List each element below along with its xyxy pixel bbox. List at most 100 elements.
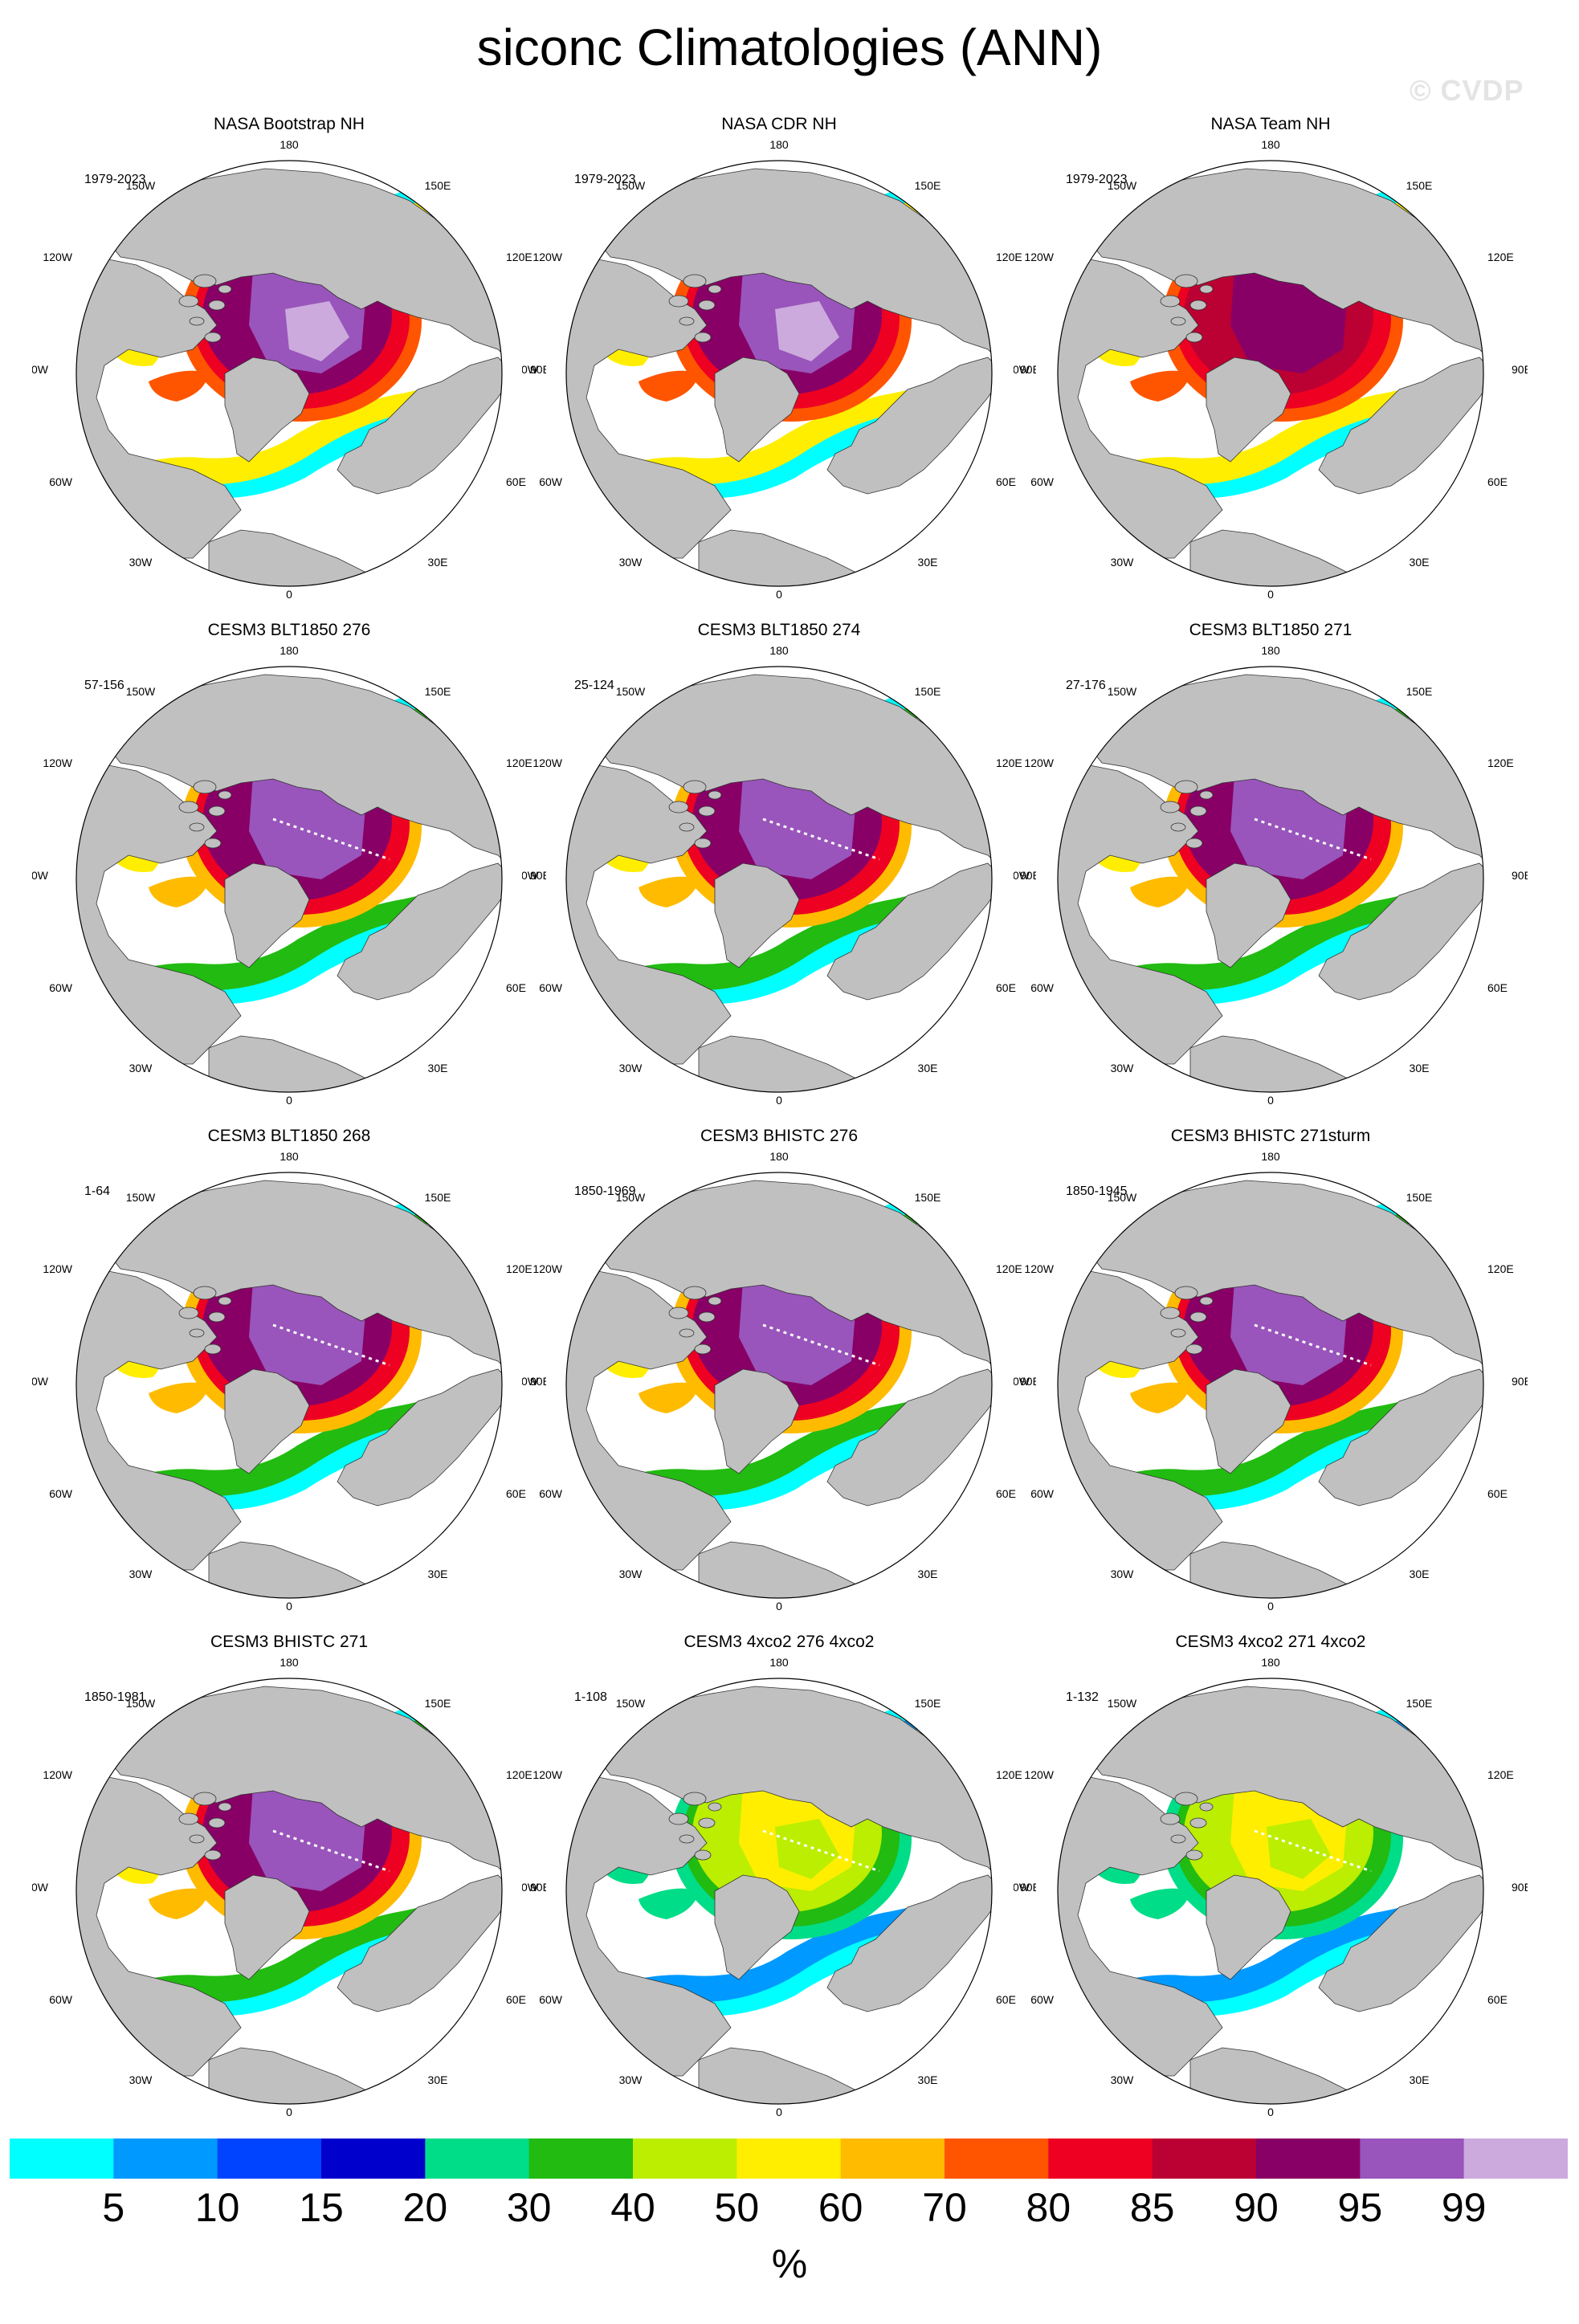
longitude-label: 150E [915,1191,941,1204]
longitude-label: 120E [996,251,1022,263]
panel-years: 1979-2023 [84,173,146,186]
longitude-label: 0 [776,588,782,601]
longitude-label: 60E [1487,475,1508,488]
longitude-label: 120W [532,1262,562,1275]
longitude-label: 30W [129,1062,153,1074]
longitude-label: 90W [1014,1375,1030,1388]
panel-title: CESM3 BHISTC 276 [700,1127,859,1145]
polar-map: 180 150E 120E 90E 60E 30E 0 30W 60W 90W 120W 150W [522,1656,1036,2118]
longitude-label: 150E [1406,1191,1433,1204]
longitude-label: 60E [996,981,1016,994]
longitude-label: 30E [428,1062,448,1074]
longitude-label: 30W [1111,556,1135,569]
longitude-label: 30W [129,556,153,569]
longitude-label: 30W [1111,1568,1135,1580]
longitude-label: 60W [1030,1487,1055,1500]
colorbar-swatch [528,2138,634,2179]
map-panel: NASA Team NH 1979-2023 180 150E 120E 90E 60E 30… [1014,108,1528,606]
cvdp-watermark: © CVDP [1410,74,1524,107]
longitude-label: 60W [1030,475,1055,488]
colorbar-tick-label: 70 [922,2185,967,2230]
longitude-label: 60W [1030,1993,1055,2006]
longitude-label: 0 [776,1094,782,1107]
longitude-label: 120E [996,1768,1022,1781]
longitude-label: 60E [506,1993,526,2006]
figure-title: siconc Climatologies (ANN) [476,18,1103,76]
longitude-label: 180 [279,1656,299,1669]
longitude-label: 120W [43,756,72,769]
land-masses [76,1180,502,1598]
colorbar-units: % [771,2241,808,2286]
longitude-label: 150W [1108,685,1137,698]
longitude-label: 0 [286,2106,292,2118]
longitude-label: 120W [1024,1262,1054,1275]
longitude-label: 90W [522,1881,539,1894]
longitude-label: 120E [1487,1262,1514,1275]
longitude-label: 0 [776,1600,782,1613]
colorbar-tick-label: 90 [1234,2185,1279,2230]
colorbar-tick-label: 99 [1441,2185,1487,2230]
longitude-label: 0 [776,2106,782,2118]
land-masses [1058,674,1483,1092]
longitude-label: 150E [915,1697,941,1710]
colorbar-swatch [1360,2138,1465,2179]
longitude-label: 90E [1020,1881,1036,1894]
longitude-label: 0 [286,1600,292,1613]
colorbar-swatch [945,2138,1049,2179]
longitude-label: 150W [126,685,156,698]
panel-years: 25-124 [574,679,614,692]
longitude-label: 0 [1267,2106,1274,2118]
longitude-label: 90W [1014,363,1030,376]
longitude-label: 60E [996,475,1016,488]
dotted-transect-line [1254,817,1372,861]
land-masses [76,1686,502,2104]
longitude-label: 150E [1406,179,1433,192]
colorbar-tick-label: 85 [1129,2185,1175,2230]
longitude-label: 180 [279,138,299,151]
longitude-label: 90W [522,1375,539,1388]
longitude-label: 180 [279,644,299,657]
polar-map: 180 150E 120E 90E 60E 30E 0 30W 60W 90W 120W 150W [32,644,546,1107]
longitude-label: 90E [1512,1375,1528,1388]
colorbar-swatch [1152,2138,1257,2179]
dotted-transect-line [272,1829,390,1873]
longitude-label: 180 [769,138,789,151]
colorbar-tick-label: 95 [1337,2185,1383,2230]
land-masses [566,674,992,1092]
longitude-label: 150E [425,685,451,698]
panel-title: CESM3 BLT1850 268 [207,1127,371,1145]
land-masses [566,1180,992,1598]
panel-years: 1-132 [1066,1690,1099,1704]
longitude-label: 120E [1487,756,1514,769]
colorbar-tick-label: 5 [102,2185,125,2230]
longitude-label: 150W [1108,179,1137,192]
longitude-label: 150W [1108,1697,1137,1710]
longitude-label: 150E [425,1191,451,1204]
panel-years: 1850-1945 [1066,1184,1128,1198]
colorbar [10,2138,1568,2179]
colorbar-swatch [1463,2138,1568,2179]
colorbar-tick-label: 80 [1026,2185,1071,2230]
dotted-transect-line [272,1323,390,1367]
longitude-label: 90W [1014,869,1030,882]
dotted-transect-line [272,817,390,861]
map-panel: CESM3 BLT1850 276 57-156 180 150E 120E 90E 60E… [32,614,546,1112]
colorbar-swatch [425,2138,530,2179]
longitude-label: 30E [428,2073,448,2086]
land-masses [1058,1686,1483,2104]
longitude-label: 30E [428,1568,448,1580]
longitude-label: 60E [996,1993,1016,2006]
colorbar-tick-label: 10 [194,2185,240,2230]
longitude-label: 30W [619,556,643,569]
dotted-transect-line [762,1829,880,1873]
longitude-label: 120E [1487,251,1514,263]
longitude-label: 180 [769,1150,789,1163]
longitude-label: 90W [32,1375,49,1388]
panel-years: 57-156 [84,679,124,692]
panel-years: 1850-1981 [84,1690,146,1704]
longitude-label: 90E [530,869,546,882]
map-panel: CESM3 BLT1850 268 1-64 180 150E 120E 90E 60E 30… [32,1120,546,1618]
colorbar-swatch [217,2138,322,2179]
map-panel: CESM3 BHISTC 271 1850-1981 180 150E 120E 90E 6… [32,1626,546,2124]
polar-map: 180 150E 120E 90E 60E 30E 0 30W 60W 90W 120W 150W [522,1150,1036,1613]
